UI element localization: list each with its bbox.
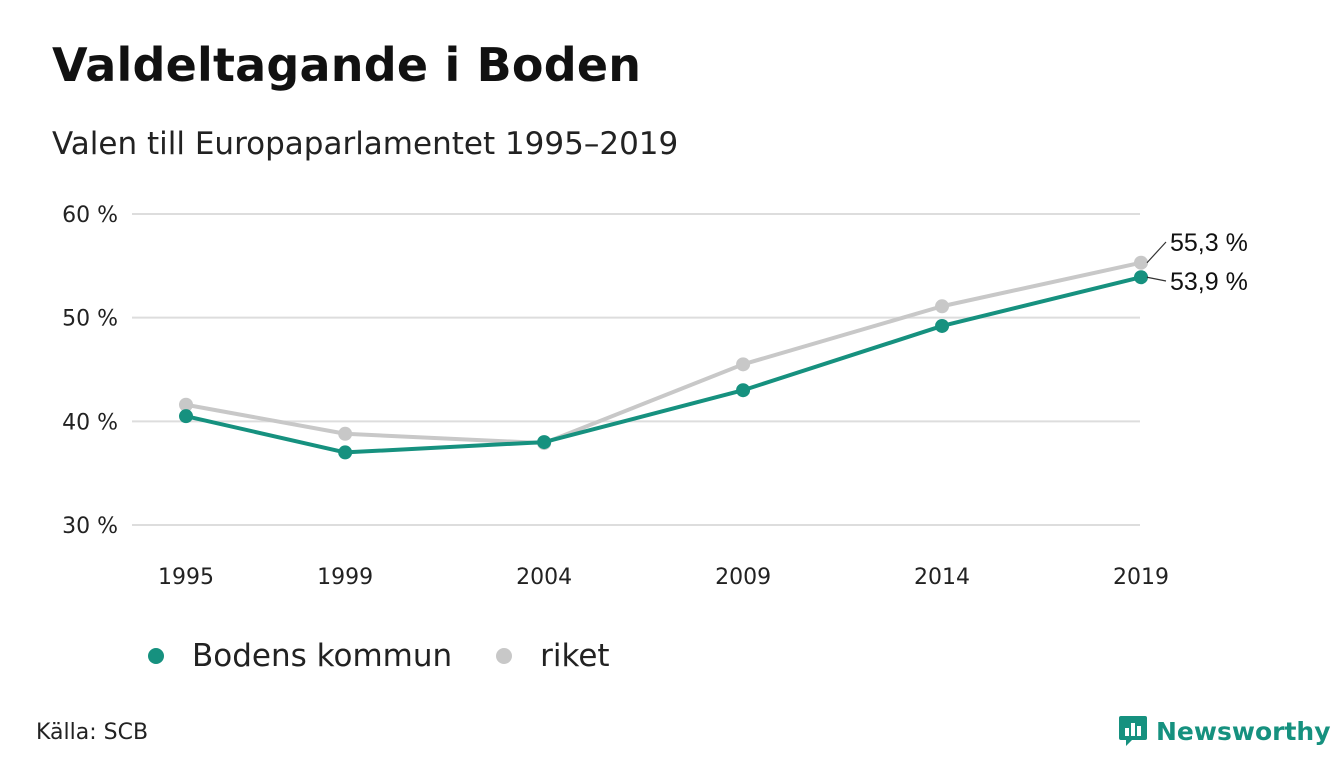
brand-logo[interactable]: Newsworthy xyxy=(1118,714,1331,748)
y-tick-label: 40 % xyxy=(62,410,118,435)
data-point-riket xyxy=(179,397,193,412)
legend-dot-riket xyxy=(496,648,513,664)
end-label-leader-riket xyxy=(1146,241,1167,264)
data-point-bodens-kommun xyxy=(1134,270,1148,285)
series-line-riket xyxy=(185,260,1142,446)
data-point-bodens-kommun xyxy=(736,383,751,398)
x-tick-label: 2019 xyxy=(1113,565,1169,590)
x-tick-label: 1995 xyxy=(158,565,214,590)
y-tick-label: 50 % xyxy=(62,307,118,332)
end-label-leader-bodens-kommun xyxy=(1146,276,1167,282)
end-label-riket: 55,3 % xyxy=(1170,229,1248,257)
y-tick-label: 60 % xyxy=(62,203,118,228)
data-point-riket xyxy=(736,357,751,372)
series-line-bodens-kommun xyxy=(185,275,1142,455)
data-point-riket xyxy=(1134,255,1148,270)
end-label-bodens-kommun: 53,9 % xyxy=(1170,268,1248,296)
chart-title: Valdeltagande i Boden xyxy=(52,38,642,92)
data-point-riket xyxy=(338,426,353,441)
brand-name: Newsworthy xyxy=(1156,716,1331,746)
legend-label-bodens-kommun: Bodens kommun xyxy=(192,638,453,674)
data-point-bodens-kommun xyxy=(935,318,950,333)
x-tick-label: 2014 xyxy=(914,565,970,590)
data-point-riket xyxy=(935,299,950,314)
data-point-bodens-kommun xyxy=(179,409,193,424)
data-point-bodens-kommun xyxy=(537,435,552,450)
source-note: Källa: SCB xyxy=(36,720,149,745)
data-point-bodens-kommun xyxy=(338,445,353,460)
x-tick-label: 2004 xyxy=(516,565,572,590)
y-tick-label: 30 % xyxy=(62,514,118,539)
x-tick-label: 1999 xyxy=(317,565,373,590)
legend-item-bodens-kommun[interactable]: Bodens kommun xyxy=(148,638,452,674)
x-tick-label: 2009 xyxy=(715,565,771,590)
chart-legend: Bodens kommun riket xyxy=(148,638,654,674)
bar-chart-speech-bubble-icon xyxy=(1119,716,1147,746)
chart-subtitle: Valen till Europaparlamentet 1995–2019 xyxy=(52,126,679,162)
legend-label-riket: riket xyxy=(540,638,610,674)
legend-dot-bodens-kommun xyxy=(148,648,164,664)
legend-item-riket[interactable]: riket xyxy=(496,638,610,674)
